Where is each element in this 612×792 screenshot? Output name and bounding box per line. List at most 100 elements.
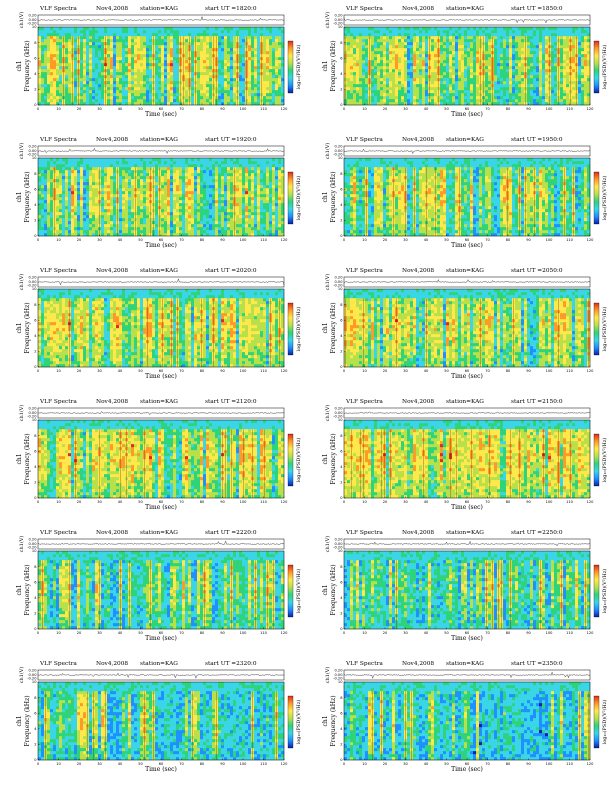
colorbar-label: log₁₀(PSD)(V²/Hz) — [601, 307, 608, 352]
colorbar-label: log₁₀(PSD)(V²/Hz) — [295, 307, 302, 352]
x-tick-label: 110 — [566, 369, 574, 373]
waveform-trace — [343, 17, 591, 24]
spectrogram — [344, 420, 591, 499]
y-tick-label: 4 — [340, 203, 343, 207]
y-tick-label: 2 — [34, 743, 36, 747]
spectra-panel: VLF Spectra Nov4,2008 station=KAG start UT … — [0, 657, 306, 788]
panel-station: station=KAG — [140, 399, 178, 405]
y-tick-label: 4 — [34, 465, 37, 469]
y-tick-label: 10 — [338, 287, 343, 291]
y-tick-label: 4 — [34, 334, 37, 338]
x-tick-label: 80 — [506, 107, 511, 111]
waveform-tick-label: -0.20 — [27, 22, 37, 26]
x-tick-label: 110 — [260, 631, 268, 635]
panel-date: Nov4,2008 — [402, 530, 434, 536]
y-axis-label: Frequency (kHz) — [330, 695, 337, 746]
waveform-tick-label: -0.20 — [27, 546, 37, 550]
x-tick-label: 60 — [465, 238, 470, 242]
x-tick-label: 40 — [118, 762, 123, 766]
colorbar — [593, 433, 600, 487]
x-tick-label: 70 — [485, 631, 490, 635]
y-tick-label: 2 — [340, 612, 342, 616]
x-tick-label: 120 — [587, 762, 595, 766]
colorbar-label: log₁₀(PSD)(V²/Hz) — [601, 176, 608, 221]
x-tick-label: 20 — [77, 631, 82, 635]
x-tick-label: 20 — [383, 238, 388, 242]
x-tick-label: 10 — [56, 107, 61, 111]
x-tick-label: 90 — [220, 631, 225, 635]
x-tick-label: 110 — [566, 238, 574, 242]
y-tick-label: 0 — [340, 627, 343, 631]
y-tick-label: 8 — [340, 303, 343, 307]
y-tick-label: 0 — [340, 365, 343, 369]
panel-date: Nov4,2008 — [402, 399, 434, 405]
waveform-tick-label: 0.00 — [334, 149, 343, 153]
waveform-ylabel: ch1(V) — [324, 274, 331, 291]
x-tick-label: 60 — [159, 238, 164, 242]
y-tick-label: 8 — [34, 41, 37, 45]
x-tick-label: 90 — [526, 238, 531, 242]
spectra-panel: VLF Spectra Nov4,2008 station=KAG start UT … — [306, 264, 612, 395]
waveform-tick-label: 0.00 — [334, 673, 343, 677]
panel-start-ut: start UT =2220:0 — [205, 530, 257, 536]
x-tick-label: 40 — [118, 369, 123, 373]
y-tick-label: 8 — [340, 696, 343, 700]
y-tick-label: 6 — [34, 318, 37, 322]
y-tick-label: 6 — [34, 56, 37, 60]
x-tick-label: 0 — [37, 762, 40, 766]
x-tick-label: 50 — [444, 107, 449, 111]
y-tick-label: 2 — [340, 481, 342, 485]
panel-date: Nov4,2008 — [402, 268, 434, 274]
x-tick-label: 120 — [587, 238, 595, 242]
waveform-trace — [37, 147, 285, 154]
x-tick-label: 60 — [159, 107, 164, 111]
x-tick-label: 10 — [362, 500, 367, 504]
panel-title: VLF Spectra — [40, 6, 77, 12]
x-tick-label: 120 — [281, 369, 289, 373]
x-axis-label: Time (sec) — [145, 635, 177, 642]
x-tick-label: 20 — [383, 762, 388, 766]
waveform-trace — [37, 540, 285, 545]
panel-date: Nov4,2008 — [96, 6, 128, 12]
panel-station: station=KAG — [140, 661, 178, 667]
waveform-ylabel: ch1(V) — [324, 143, 331, 160]
waveform-trace — [37, 278, 285, 286]
colorbar — [287, 695, 294, 749]
waveform-tick-label: 0.00 — [28, 411, 37, 415]
x-tick-label: 0 — [343, 107, 346, 111]
x-tick-label: 120 — [281, 631, 289, 635]
colorbar — [287, 564, 294, 618]
y-axis-label: Frequency (kHz) — [330, 433, 337, 484]
spectrogram — [38, 289, 285, 368]
x-tick-label: 80 — [200, 762, 205, 766]
y-tick-label: 2 — [34, 350, 36, 354]
waveform-trace — [343, 671, 591, 679]
x-tick-label: 70 — [485, 762, 490, 766]
x-tick-label: 40 — [118, 238, 123, 242]
panel-station: station=KAG — [446, 268, 484, 274]
x-tick-label: 10 — [56, 631, 61, 635]
channel-label: ch1 — [16, 60, 23, 71]
spectrogram — [344, 551, 591, 630]
y-tick-label: 10 — [32, 680, 37, 684]
y-tick-label: 0 — [34, 496, 37, 500]
x-axis-label: Time (sec) — [451, 766, 483, 773]
panel-date: Nov4,2008 — [96, 661, 128, 667]
x-tick-label: 60 — [465, 500, 470, 504]
panel-start-ut: start UT =2020:0 — [205, 268, 257, 274]
panel-title: VLF Spectra — [40, 268, 77, 274]
y-tick-label: 6 — [340, 449, 343, 453]
channel-label: ch1 — [16, 322, 23, 333]
channel-label: ch1 — [322, 191, 329, 202]
x-tick-label: 120 — [587, 107, 595, 111]
x-tick-label: 0 — [343, 500, 346, 504]
y-tick-label: 8 — [34, 172, 37, 176]
colorbar — [593, 302, 600, 356]
x-tick-label: 90 — [526, 631, 531, 635]
x-tick-label: 90 — [526, 107, 531, 111]
x-tick-label: 60 — [465, 762, 470, 766]
x-tick-label: 70 — [179, 369, 184, 373]
colorbar-label: log₁₀(PSD)(V²/Hz) — [295, 700, 302, 745]
spectra-panel: VLF Spectra Nov4,2008 station=KAG start UT … — [0, 2, 306, 133]
